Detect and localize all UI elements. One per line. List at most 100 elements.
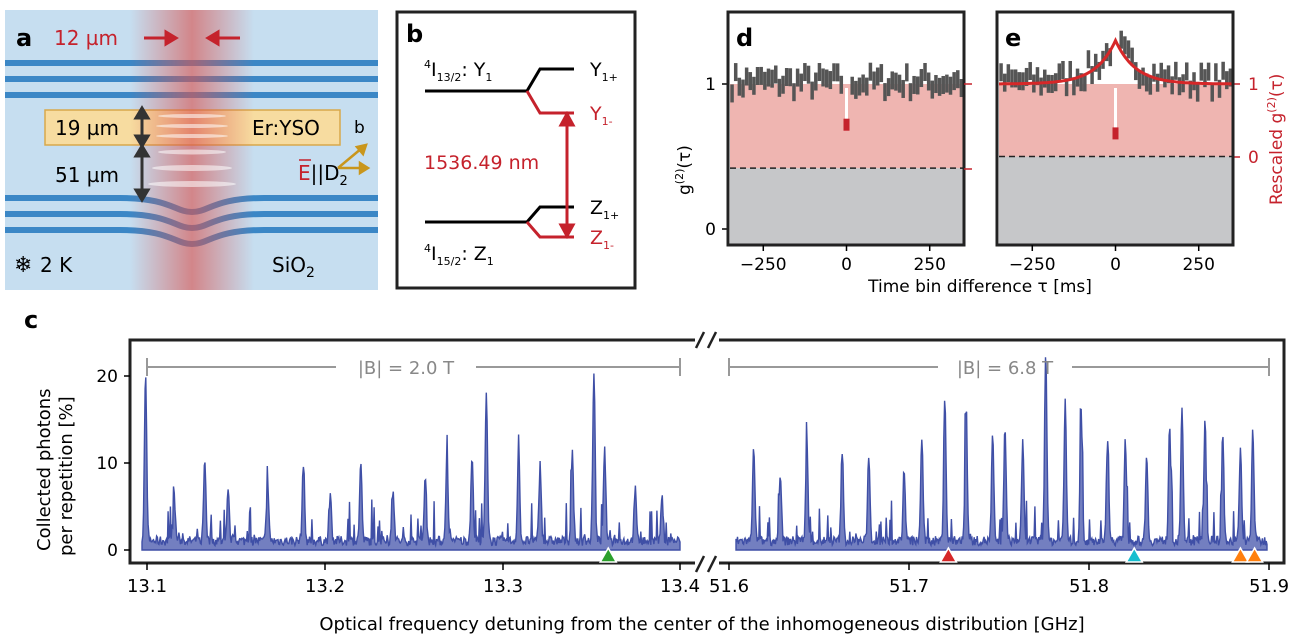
g2-bin	[1159, 62, 1164, 81]
g2-bin	[872, 71, 876, 90]
snowflake-icon: ❄	[14, 253, 32, 278]
g2-bin	[759, 66, 763, 85]
bunching-fit	[999, 37, 1232, 86]
g2-bin	[1188, 80, 1193, 99]
c-xtick-label: 13.2	[305, 576, 345, 597]
level-Y1p: Y1+	[589, 59, 618, 84]
g2-bin	[1039, 77, 1043, 96]
g2-bin	[1021, 72, 1025, 91]
g2-bin	[1141, 67, 1145, 86]
g2-bin	[945, 74, 949, 93]
g2-bin	[1035, 67, 1040, 86]
g2-bin	[999, 63, 1003, 82]
panel-e: 1 0 Rescaled g(2)(τ) e	[964, 10, 1287, 247]
g2-bin	[1006, 64, 1011, 83]
zero-delay-bin	[1112, 127, 1119, 140]
beam-width-label: 12 µm	[54, 26, 118, 50]
panel-d-right-ticks	[964, 83, 972, 170]
c-xtick-label: 51.7	[889, 576, 929, 597]
panel-d-ylabel: g(2)(τ)	[673, 145, 695, 195]
g2-bin	[1203, 69, 1207, 88]
g2-bin	[1148, 76, 1153, 95]
spectrum-segment	[141, 373, 681, 551]
de-xtick-label: 0	[1110, 255, 1121, 275]
de-xtick-label: −250	[1009, 255, 1056, 275]
g2-bin	[959, 79, 964, 98]
g2-bin	[1061, 60, 1065, 79]
de-xtick-label: 0	[841, 255, 852, 275]
g2-bin	[1013, 69, 1018, 88]
panel-c-xticks: 13.1 13.2 13.3 13.4 51.6 51.7 51.8 51.9	[127, 563, 1289, 597]
upper-manifold-label: 4I13/2: Y1	[424, 58, 492, 84]
gap-label: 51 µm	[55, 163, 119, 187]
panel-a: a 12 µm 19 µm Er:YSO 51 µm b E||D2 ❄ 2 K…	[5, 10, 378, 290]
level-Z1m: Z1-	[590, 227, 614, 252]
g2-bin	[803, 63, 807, 82]
panel-e-right-yticks: 1 0	[1233, 75, 1259, 168]
g2-bin	[1152, 63, 1156, 82]
g2-bin	[956, 70, 960, 89]
panel-c: c |B| = 2.0 T |B| = 6.8 T 20	[24, 306, 1289, 635]
g2-bin	[1225, 71, 1229, 90]
c-xtick-label: 13.1	[127, 576, 167, 597]
ion-marker	[1231, 546, 1250, 563]
g2-bin	[857, 77, 862, 96]
crystal-label: Er:YSO	[252, 116, 320, 140]
c-ylabel-line1: Collected photons	[34, 388, 55, 551]
ion-marker	[939, 546, 958, 563]
g2-bin	[1119, 30, 1123, 49]
polarization-label: E||D2	[298, 161, 348, 189]
panel-c-yticks: 20 10 0	[96, 367, 130, 561]
g2-bin	[1028, 62, 1032, 81]
g2-bin	[1130, 47, 1134, 66]
c-xtick-label: 51.8	[1069, 576, 1109, 597]
g2-bin	[824, 69, 829, 88]
g2-bin	[1228, 68, 1233, 87]
d-ytick-1: 1	[705, 75, 716, 95]
de-xlabel: Time bin difference τ [ms]	[867, 277, 1092, 297]
panel-b-frame	[395, 10, 637, 290]
level-Y1m: Y1-	[589, 103, 613, 128]
g2-bin	[883, 83, 887, 102]
g2-bin	[937, 77, 942, 96]
g2-bin	[1104, 43, 1109, 62]
de-xtick-label: 250	[913, 255, 945, 275]
substrate-label: SiO2	[272, 253, 315, 281]
c-ytick-0: 0	[107, 541, 118, 561]
d-ytick-0: 0	[705, 220, 716, 240]
g2-bin	[1134, 62, 1138, 81]
g2-bin	[926, 72, 931, 91]
de-xtick-label: −250	[740, 255, 787, 275]
g2-bin	[879, 64, 884, 83]
crystal-thickness-label: 19 µm	[55, 116, 119, 140]
g2-bin	[1043, 69, 1047, 88]
g2-bin	[770, 69, 774, 88]
thickness-arrows	[133, 105, 151, 203]
g2-bin	[832, 63, 836, 82]
transition-arrow	[558, 110, 576, 240]
g2-bin	[814, 72, 818, 91]
g2-bin	[861, 74, 865, 93]
g2-bin	[1184, 62, 1189, 81]
g2-bin	[784, 68, 789, 87]
g2-bin	[1017, 72, 1022, 91]
g2-bin	[741, 79, 745, 98]
g2-bin	[890, 71, 895, 90]
g2-bin	[1123, 36, 1127, 55]
g2-bin	[905, 63, 909, 82]
g2-bin	[737, 77, 742, 96]
c-xlabel: Optical frequency detuning from the cent…	[319, 614, 1084, 635]
g2-bin	[1093, 53, 1098, 72]
transition-wavelength: 1536.49 nm	[424, 152, 539, 174]
g2-bin	[1221, 61, 1225, 80]
g2-bin	[1086, 50, 1091, 69]
panel-d: g(2)(τ) 1 0 d	[673, 10, 966, 247]
g2-bin	[810, 81, 814, 100]
background-floor	[999, 156, 1232, 244]
g2-bin	[915, 76, 920, 95]
g2-bin	[777, 78, 782, 97]
g2-bin	[919, 69, 924, 88]
de-xticks: −250 0 250 −250 0 250	[740, 245, 1215, 275]
level-Z1p: Z1+	[590, 197, 619, 222]
c-xtick-label: 51.6	[709, 576, 749, 597]
